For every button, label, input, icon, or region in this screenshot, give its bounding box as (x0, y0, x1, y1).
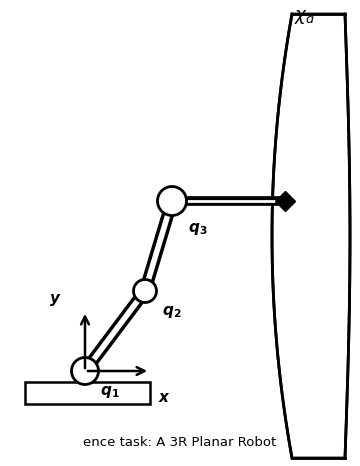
Text: $\boldsymbol{x}$: $\boldsymbol{x}$ (158, 391, 171, 405)
Text: $\boldsymbol{y}$: $\boldsymbol{y}$ (49, 292, 61, 308)
Text: $\boldsymbol{q}_\mathbf{1}$: $\boldsymbol{q}_\mathbf{1}$ (100, 384, 120, 400)
Text: $\chi_d$: $\chi_d$ (294, 8, 316, 26)
Bar (25, 382, 150, 404)
Circle shape (158, 186, 186, 215)
Text: ence task: A 3R Planar Robot: ence task: A 3R Planar Robot (84, 436, 276, 449)
Text: $\boldsymbol{q}_\mathbf{3}$: $\boldsymbol{q}_\mathbf{3}$ (188, 221, 208, 237)
Text: $\boldsymbol{q}_\mathbf{2}$: $\boldsymbol{q}_\mathbf{2}$ (162, 304, 181, 320)
Polygon shape (272, 14, 350, 458)
Circle shape (134, 280, 157, 302)
Circle shape (72, 357, 99, 384)
